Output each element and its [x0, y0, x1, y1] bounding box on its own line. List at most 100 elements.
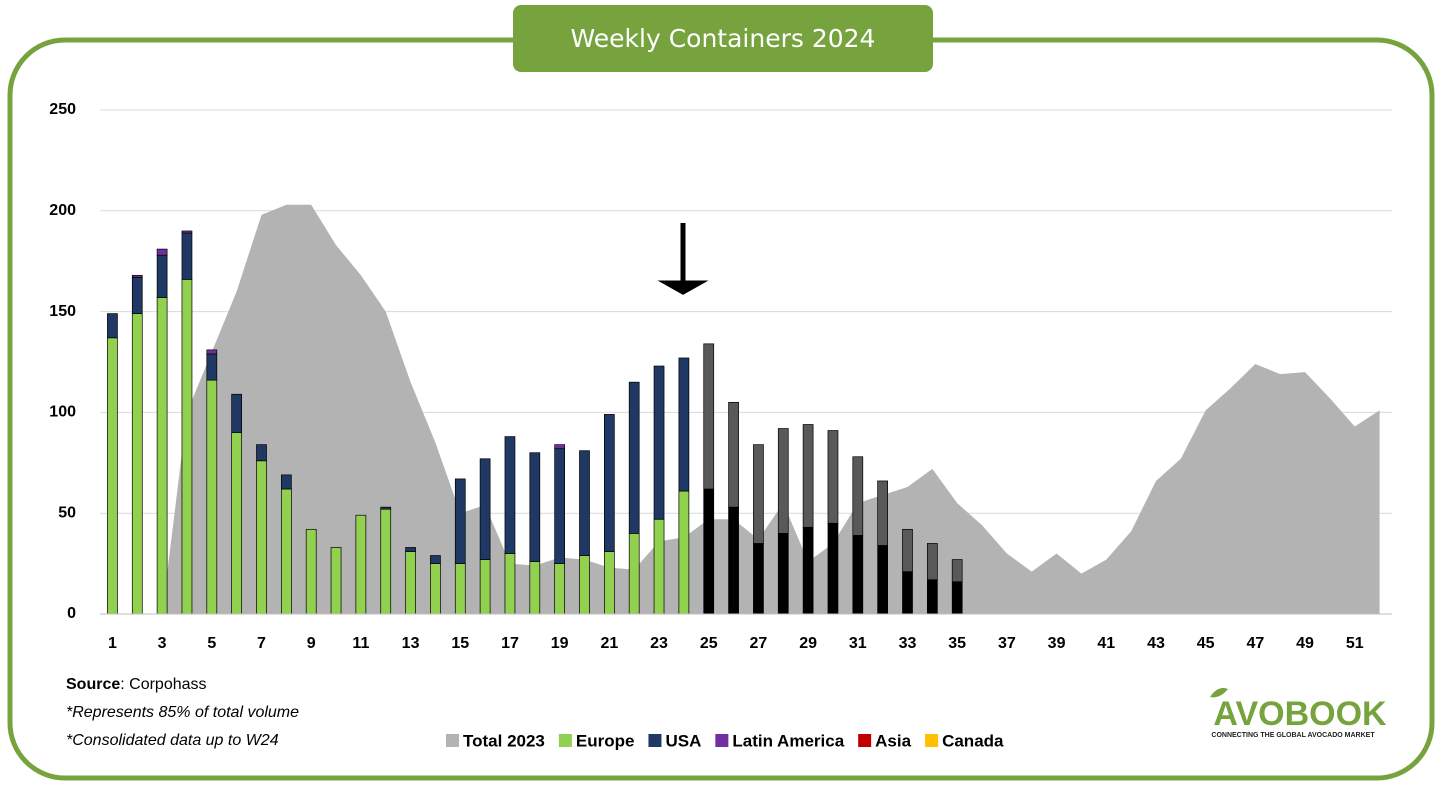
bar — [529, 452, 541, 562]
legend: Total 2023 Europe USA Latin America Asia Cana… — [446, 731, 1004, 750]
bar — [280, 474, 292, 490]
y-tick-label: 50 — [58, 504, 76, 521]
x-tick-label: 7 — [257, 635, 266, 652]
bar — [902, 571, 913, 615]
bar — [405, 547, 416, 552]
legend-label: Canada — [942, 731, 1004, 750]
x-tick-label: 5 — [207, 635, 216, 652]
bar — [305, 528, 317, 615]
legend-swatch — [446, 734, 459, 747]
x-tick-label: 17 — [501, 635, 519, 652]
bar — [902, 528, 913, 573]
bar — [728, 401, 739, 508]
x-tick-label: 51 — [1346, 635, 1364, 652]
bar — [678, 490, 690, 615]
x-tick-label: 31 — [849, 635, 867, 652]
legend-label: Total 2023 — [463, 731, 545, 750]
bar — [405, 551, 416, 615]
y-tick-label: 0 — [67, 605, 76, 622]
bar — [206, 379, 218, 615]
x-tick-label: 47 — [1246, 635, 1264, 652]
x-tick-label: 49 — [1296, 635, 1314, 652]
bar — [653, 518, 665, 615]
bar — [231, 432, 243, 615]
x-tick-label: 21 — [600, 635, 618, 652]
x-tick-label: 45 — [1197, 635, 1215, 652]
x-tick-label: 19 — [551, 635, 569, 652]
legend-label: Asia — [875, 731, 911, 750]
x-tick-label: 11 — [352, 635, 369, 652]
x-tick-label: 1 — [108, 635, 117, 652]
x-tick-label: 37 — [998, 635, 1016, 652]
bar — [181, 232, 193, 280]
bar — [231, 393, 243, 433]
logo: AVOBOOK — [1213, 695, 1387, 733]
bar — [852, 535, 864, 615]
bar — [380, 508, 392, 615]
source: Source: Corpohass — [66, 676, 207, 693]
legend-swatch — [858, 734, 872, 747]
bar — [603, 414, 615, 552]
x-tick-label: 25 — [700, 635, 718, 652]
y-tick-label: 100 — [49, 404, 76, 421]
bar — [504, 553, 516, 615]
bar — [877, 545, 889, 615]
bar — [852, 456, 864, 536]
bar — [156, 248, 168, 256]
bar — [827, 522, 839, 615]
bar — [926, 579, 938, 615]
bar — [603, 551, 615, 615]
title-box — [513, 5, 933, 72]
legend-label: Europe — [576, 731, 635, 750]
x-tick-label: 27 — [750, 635, 768, 652]
bar — [877, 480, 889, 546]
bar — [753, 543, 764, 615]
x-tick-label: 43 — [1147, 635, 1165, 652]
bar — [827, 430, 839, 524]
bar — [554, 444, 566, 450]
y-tick-label: 150 — [49, 303, 76, 320]
bar — [280, 488, 292, 615]
bar — [256, 444, 267, 462]
bar — [926, 543, 938, 581]
x-tick-label: 23 — [650, 635, 668, 652]
bar — [802, 424, 814, 528]
area — [162, 204, 1380, 614]
bar — [206, 353, 218, 381]
bar — [330, 547, 342, 615]
y-tick-label: 200 — [49, 202, 76, 219]
source-text: : Corpohass — [120, 676, 206, 693]
note: *Represents 85% of total volume — [66, 704, 299, 721]
bar — [728, 506, 739, 615]
legend-swatch — [715, 734, 729, 747]
bar — [703, 343, 715, 490]
bar — [628, 381, 640, 534]
bar — [703, 488, 715, 615]
x-tick-label: 15 — [451, 635, 469, 652]
bar — [753, 444, 764, 544]
bar — [951, 559, 963, 583]
bar — [479, 559, 491, 615]
bar — [454, 478, 466, 564]
y-tick-label: 250 — [49, 101, 76, 118]
x-tick-label: 13 — [402, 635, 420, 652]
bar — [777, 533, 789, 615]
bar — [628, 533, 640, 615]
logo-tagline: CONNECTING THE GLOBAL AVOCADO MARKET — [1211, 732, 1375, 739]
note: *Consolidated data up to W24 — [66, 732, 279, 749]
bar — [107, 313, 118, 339]
bar — [454, 563, 466, 615]
source-label: Source — [66, 676, 120, 693]
bar — [579, 450, 590, 556]
legend-swatch — [558, 734, 572, 747]
bar — [504, 436, 516, 554]
bar — [579, 555, 590, 615]
legend-label: USA — [665, 731, 701, 750]
bar — [430, 563, 441, 615]
x-tick-label: 29 — [799, 635, 817, 652]
bar — [554, 448, 566, 564]
logo-leaf — [1210, 688, 1228, 698]
bar — [156, 297, 168, 615]
